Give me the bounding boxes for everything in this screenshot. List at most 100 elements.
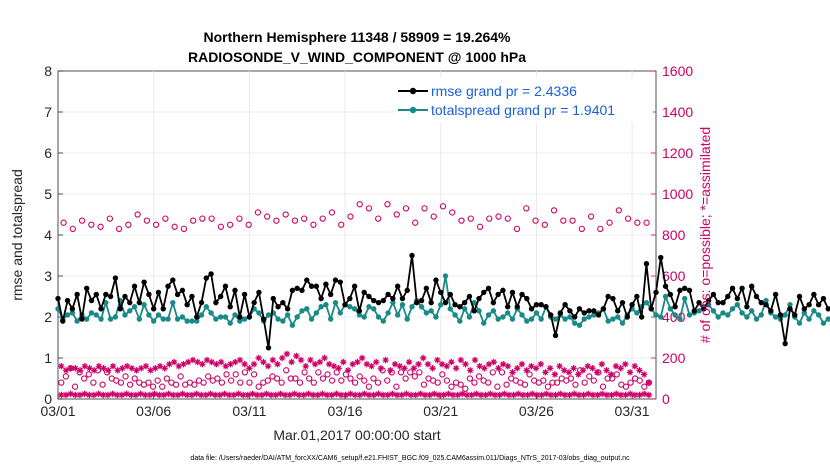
rmse-point [801,306,808,312]
rmse-point [217,293,224,300]
totalspread-point [217,314,224,320]
rmse-point [682,285,688,291]
obs-assimilated-point [410,365,418,372]
rmse-point [442,299,449,306]
totalspread-point [643,299,650,306]
obs-possible-point [521,381,529,388]
x-tick-label: 03/11 [232,403,266,419]
legend-label-totalspread: totalspread grand pr = 1.9401 [431,102,615,118]
obs-assimilated-point [166,360,173,368]
obs-possible-point [641,383,648,390]
totalspread-point [294,314,300,320]
obs-possible-point [214,375,221,382]
right-tick-label: 0 [662,391,670,407]
obs-possible-point [599,383,607,390]
obs-assimilated-point [335,365,342,372]
obs-possible-point [227,221,234,228]
obs-assimilated-point [481,365,488,372]
rmse-point [280,299,286,306]
obs-assimilated-point [377,365,385,372]
obs-assimilated-point [147,367,154,374]
obs-possible-point [218,379,226,386]
obs-assimilated-point [379,391,387,399]
obs-possible-point [504,215,511,222]
right-tick-label: 1600 [662,63,693,79]
obs-possible-point [636,377,643,384]
obs-assimilated-point [580,391,587,399]
totalspread-point [337,310,343,316]
totalspread-point [69,310,76,316]
obs-assimilated-point [217,358,225,366]
rmse-point [768,308,774,314]
rmse-point [485,285,492,291]
obs-assimilated-point [382,356,389,364]
obs-assimilated-point [225,391,233,399]
totalspread-point [208,310,214,316]
obs-assimilated-point [189,356,197,364]
obs-assimilated-point [463,391,471,399]
obs-assimilated-point [529,390,536,398]
obs-possible-point [567,375,575,382]
rmse-point [481,289,487,296]
rmse-point [165,283,171,289]
obs-assimilated-point [244,391,252,399]
rmse-point [184,302,190,308]
obs-assimilated-point [495,365,502,372]
totalspread-point [351,306,358,312]
obs-possible-point [439,203,447,210]
rmse-point [203,275,210,281]
rmse-point [658,254,664,261]
totalspread-point [524,318,530,324]
legend-box [395,78,653,122]
totalspread-point [112,314,119,320]
obs-possible-point [643,219,650,226]
obs-assimilated-point [645,379,653,386]
obs-assimilated-point [249,390,256,398]
obs-possible-point [485,379,492,386]
obs-possible-point [319,375,327,382]
rmse-point [122,293,128,300]
totalspread-point [811,308,817,314]
obs-possible-point [236,215,243,222]
obs-assimilated-point [598,360,606,368]
x-tick-label: 03/21 [423,403,458,419]
obs-assimilated-point [86,391,93,399]
totalspread-point [562,316,568,322]
obs-assimilated-point [524,391,531,399]
rmse-point [107,293,114,300]
totalspread-point [131,304,138,310]
rmse-point [275,304,281,310]
obs-assimilated-point [368,363,375,370]
obs-assimilated-point [232,358,239,366]
rmse-point [720,299,726,306]
totalspread-point [696,308,702,314]
obs-possible-point [572,381,579,388]
obs-assimilated-point [211,391,219,399]
rmse-point [586,308,592,314]
rmse-point [246,314,253,320]
rmse-point [351,283,358,289]
rmse-point [533,302,540,308]
obs-assimilated-point [401,365,408,372]
obs-possible-point [416,369,423,376]
totalspread-point [380,318,387,324]
totalspread-point [744,314,750,320]
obs-assimilated-point [291,390,298,398]
obs-assimilated-point [330,363,338,370]
obs-assimilated-point [645,391,653,399]
obs-assimilated-point [566,391,573,399]
rmse-point [241,291,248,298]
totalspread-point [796,320,803,326]
obs-assimilated-point [561,367,568,374]
totalspread-point [710,308,717,314]
obs-assimilated-point [246,365,253,372]
obs-possible-point [458,217,465,224]
rmse-point [284,306,291,312]
totalspread-point [88,310,95,316]
obs-assimilated-point [138,365,145,372]
totalspread-point [658,314,664,320]
obs-possible-point [430,213,437,220]
totalspread-point [155,312,162,318]
obs-possible-point [301,369,308,376]
